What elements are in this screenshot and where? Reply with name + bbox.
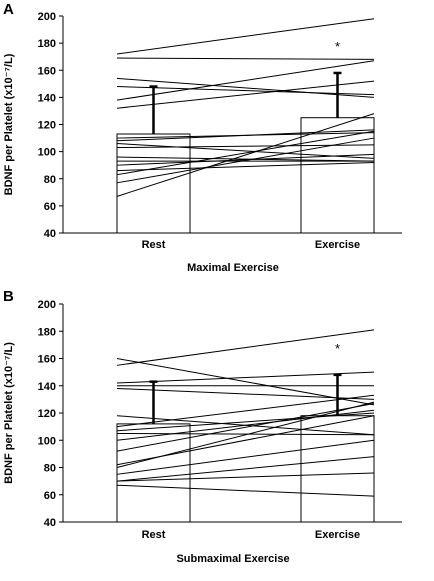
x-tick-label: Rest — [142, 239, 166, 251]
subject-line — [116, 130, 375, 176]
bar-exercise — [300, 117, 375, 234]
y-tick-label: 160 — [38, 354, 56, 366]
subject-line — [116, 113, 375, 197]
y-tick-label: 200 — [38, 299, 56, 311]
y-tick-label: 60 — [44, 201, 56, 213]
x-tick-label: Exercise — [315, 239, 360, 251]
y-tick-label: 80 — [44, 174, 56, 186]
subject-line — [116, 432, 375, 436]
subject-line — [116, 57, 375, 60]
y-tick-label: 120 — [38, 120, 56, 132]
y-tick-label: 140 — [38, 381, 56, 393]
y-tick-label: 180 — [38, 326, 56, 338]
subject-line — [116, 156, 375, 162]
y-tick-label: 40 — [44, 517, 56, 529]
y-tick-label: 120 — [38, 408, 56, 420]
y-tick-label: 160 — [38, 65, 56, 77]
y-tick-label: 100 — [38, 147, 56, 159]
subject-line — [116, 60, 375, 101]
subject-line — [116, 86, 375, 96]
subject-line — [116, 409, 375, 441]
bar-rest — [116, 133, 191, 234]
subject-line — [116, 153, 375, 166]
subject-line — [116, 387, 375, 400]
subject-line — [116, 137, 375, 184]
y-tick-label: 180 — [38, 38, 56, 50]
panel-label: A — [3, 1, 14, 18]
y-axis-title: BDNF per Platelet (x10⁻⁷/L) — [3, 53, 15, 195]
subject-line — [116, 329, 375, 366]
subject-line — [116, 402, 375, 452]
x-tick-label: Exercise — [315, 529, 360, 541]
subject-line — [116, 472, 375, 482]
significance-marker: * — [335, 39, 340, 54]
subject-line — [116, 439, 375, 475]
x-axis-title: Maximal Exercise — [187, 262, 279, 274]
y-tick-label: 100 — [38, 435, 56, 447]
subject-line — [116, 80, 375, 109]
subject-line — [116, 371, 375, 384]
y-tick-label: 60 — [44, 490, 56, 502]
subject-line — [116, 129, 375, 142]
subject-line — [116, 77, 375, 98]
y-tick-label: 140 — [38, 92, 56, 104]
subject-line — [116, 394, 375, 428]
subject-line — [116, 401, 375, 468]
subject-line — [116, 456, 375, 482]
subject-line — [116, 18, 375, 55]
x-tick-label: Rest — [142, 529, 166, 541]
subject-line — [116, 412, 375, 432]
y-tick-label: 40 — [44, 228, 56, 240]
subject-line — [116, 161, 375, 172]
x-axis-title: Submaximal Exercise — [176, 553, 289, 565]
y-axis-title: BDNF per Platelet (x10⁻⁷/L) — [3, 342, 15, 484]
y-tick-label: 80 — [44, 463, 56, 475]
y-tick-label: 200 — [38, 11, 56, 23]
panel-label: B — [3, 288, 14, 305]
significance-marker: * — [335, 341, 340, 356]
subject-line — [116, 484, 375, 497]
